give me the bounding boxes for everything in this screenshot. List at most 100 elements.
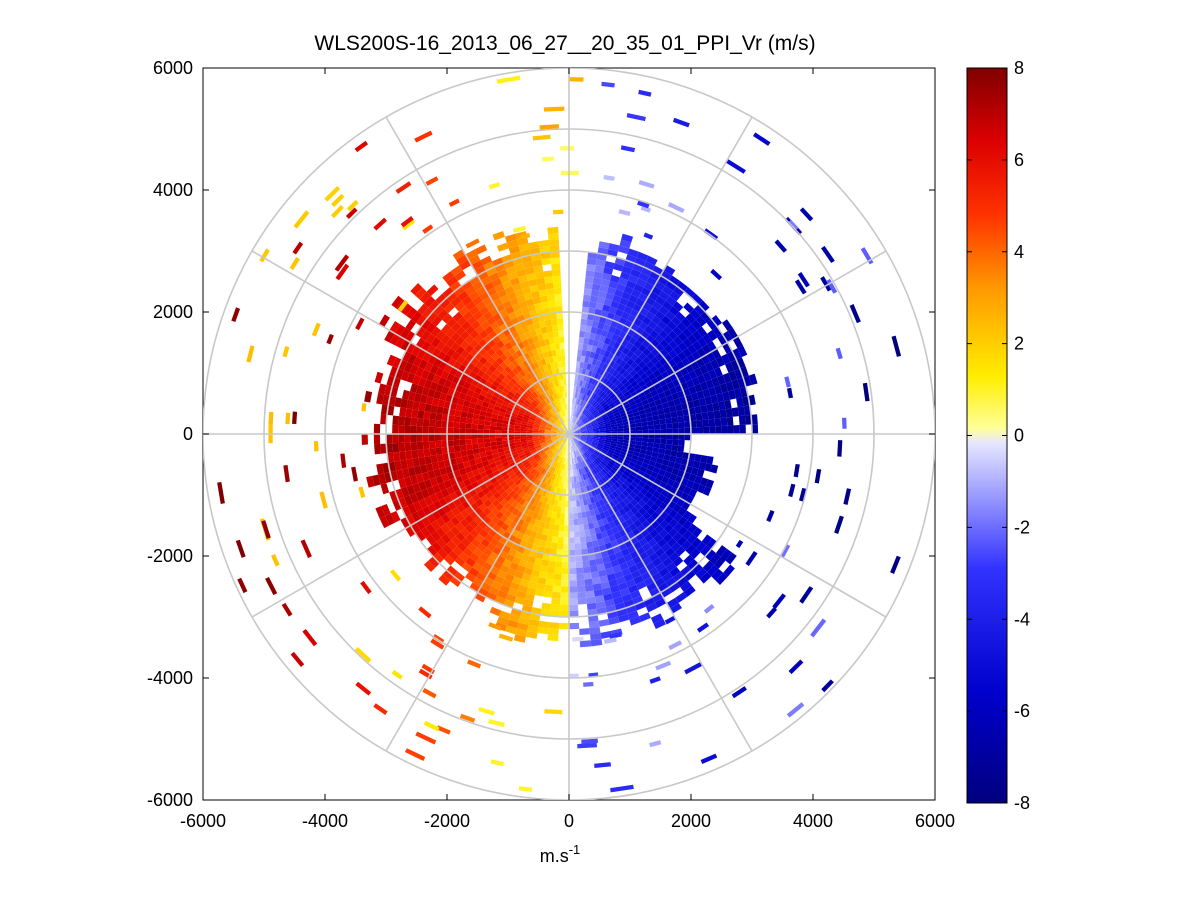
field-cell [374,371,384,384]
field-cell [565,415,568,423]
field-cell [567,446,569,453]
return-mark [835,347,843,360]
field-cell [610,440,618,445]
field-cell [507,271,519,281]
field-cell [483,425,491,430]
field-cell [430,404,438,414]
field-cell [657,275,669,286]
field-cell [502,300,512,309]
field-cell [682,347,692,358]
field-cell [554,380,559,387]
field-cell [560,391,564,399]
field-cell [602,497,609,505]
field-cell [479,529,489,539]
field-cell [559,610,569,617]
field-cell [605,365,613,373]
field-cell [677,526,688,537]
field-cell [499,294,510,304]
field-cell [672,422,679,429]
field-cell [558,524,565,532]
field-cell [659,519,669,529]
field-cell [551,453,556,460]
field-cell [587,448,594,454]
field-cell [541,301,549,309]
field-cell [593,402,600,409]
field-cell [706,537,718,550]
field-cell [663,523,674,534]
field-cell [520,347,528,355]
field-cell [477,466,486,474]
field-cell [543,270,553,278]
field-cell [708,418,716,427]
field-cell [525,365,533,373]
field-cell [587,503,594,511]
field-cell [436,454,444,462]
field-cell [409,475,419,485]
field-cell [541,476,547,483]
field-cell [666,478,675,487]
field-cell [648,306,659,316]
field-cell [482,311,493,321]
field-cell [519,369,526,378]
field-cell [590,454,597,460]
field-cell [599,462,606,469]
field-cell [393,451,401,462]
field-cell [578,413,584,420]
field-cell [615,357,623,365]
field-cell [509,400,517,407]
field-cell [514,288,524,298]
field-cell [515,419,522,424]
field-cell [617,456,625,462]
field-cell [521,418,529,423]
field-cell [637,524,646,533]
field-cell [576,469,581,476]
polar-grid [203,68,935,800]
field-cell [661,401,670,409]
field-cell [450,526,461,537]
field-cell [502,483,511,492]
field-cell [633,477,641,485]
field-cell [395,469,405,480]
field-cell [583,409,589,416]
field-cell [599,368,606,376]
field-cell [550,603,561,611]
field-cell [582,467,587,474]
field-cell [430,326,442,338]
field-cell [518,300,528,309]
field-cell [469,510,479,520]
field-cell [593,436,600,439]
field-cell [605,567,615,576]
field-cell [647,420,654,426]
field-cell [577,597,587,605]
field-cell [579,414,585,420]
field-cell [518,274,528,284]
field-cell [600,460,607,467]
field-cell [492,391,501,398]
field-cell [560,348,565,356]
field-cell [605,397,612,404]
field-cell [576,585,586,593]
field-cell [594,595,605,603]
field-cell [569,421,572,429]
field-cell [564,445,567,452]
field-cell [597,389,604,397]
field-cell [490,417,498,423]
field-cell [654,334,664,344]
return-mark [246,345,255,363]
field-cell [508,370,516,378]
field-cell [599,492,606,500]
field-cell [628,336,638,346]
field-cell [557,463,562,470]
return-mark [414,130,433,143]
field-cell [550,445,556,451]
field-cell [675,404,683,412]
field-cell [601,504,608,513]
field-cell [652,369,662,378]
return-mark [512,225,526,233]
field-cell [573,417,578,424]
field-cell [653,419,660,426]
field-cell [535,367,542,375]
field-cell [565,422,568,429]
return-mark [637,200,650,209]
field-cell [617,436,624,440]
